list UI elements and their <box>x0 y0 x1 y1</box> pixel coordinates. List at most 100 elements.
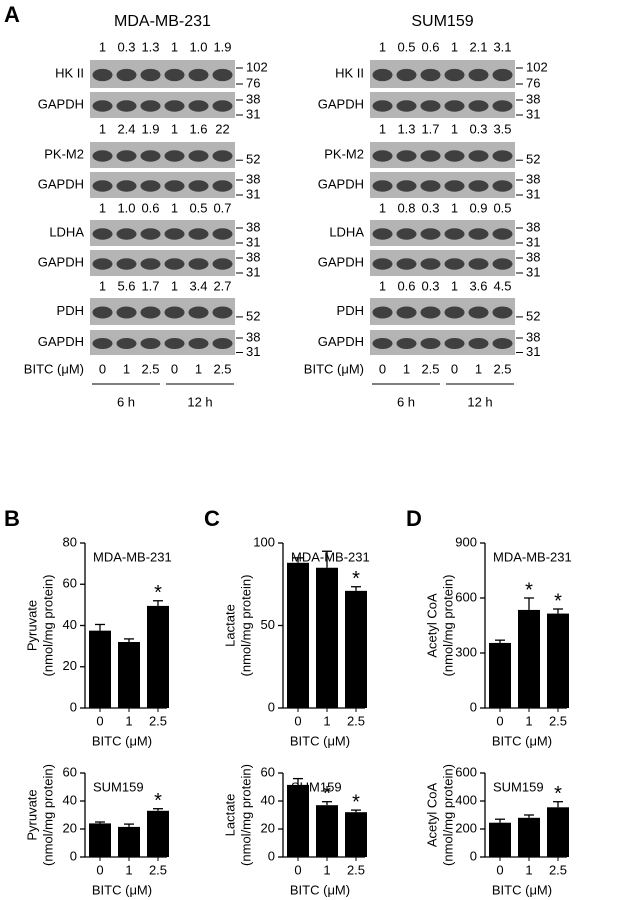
blot-band <box>164 100 185 112</box>
blot-strip <box>370 60 515 88</box>
blot-strip <box>370 298 515 325</box>
significance-mark: * <box>525 579 533 601</box>
blot-band <box>188 180 209 192</box>
blot-group-title: MDA-MB-231 <box>114 13 211 30</box>
protein-label: GAPDH <box>38 254 84 269</box>
blot-band <box>212 338 233 349</box>
blot-band <box>444 338 465 349</box>
marker-label: 76 <box>526 75 540 90</box>
blot-strip <box>90 142 235 168</box>
x-axis-label: BITC (μM) <box>92 882 152 897</box>
blot-group-title: SUM159 <box>411 13 473 30</box>
dose-label: 0 <box>171 361 178 376</box>
blot-band <box>492 100 513 112</box>
x-tick-label: 1 <box>525 862 532 877</box>
x-axis-label: BITC (μM) <box>492 882 552 897</box>
x-tick-label: 2.5 <box>347 713 365 728</box>
y-axis-label: Lactate <box>222 794 237 837</box>
blot-band <box>188 338 209 349</box>
blot-band <box>444 228 465 240</box>
band-ratio: 3.6 <box>469 278 487 293</box>
band-ratio: 0.6 <box>421 39 439 54</box>
band-ratio: 1 <box>171 278 178 293</box>
blot-band <box>468 258 489 270</box>
marker-label: 102 <box>246 59 268 74</box>
blot-band <box>212 258 233 270</box>
blot-strip <box>90 250 235 276</box>
blot-band <box>396 180 417 192</box>
y-tick-label: 0 <box>268 699 275 714</box>
blot-band <box>164 338 185 349</box>
x-tick-label: 0 <box>96 713 103 728</box>
marker-label: 38 <box>246 249 260 264</box>
significance-mark: * <box>154 790 162 812</box>
band-ratio: 1 <box>451 200 458 215</box>
blot-band <box>468 228 489 240</box>
band-ratio: 1.0 <box>117 200 135 215</box>
y-axis-label: Lactate <box>222 604 237 647</box>
blot-strip <box>370 92 515 118</box>
bar <box>89 823 111 857</box>
blot-band <box>212 228 233 240</box>
band-ratio: 0.9 <box>469 200 487 215</box>
blot-band <box>444 258 465 270</box>
band-ratio: 1 <box>379 278 386 293</box>
band-ratio: 1 <box>171 39 178 54</box>
blot-band <box>92 258 113 270</box>
y-tick-label: 40 <box>63 617 77 632</box>
blot-band <box>420 180 441 192</box>
protein-label: GAPDH <box>38 176 84 191</box>
band-ratio: 1 <box>379 121 386 136</box>
band-ratio: 1 <box>99 200 106 215</box>
blot-band <box>140 100 161 112</box>
time-label: 12 h <box>187 394 212 409</box>
band-ratio: 0.3 <box>469 121 487 136</box>
bar <box>518 817 540 857</box>
blot-band <box>212 100 233 112</box>
bar <box>89 630 111 708</box>
marker-label: 38 <box>246 171 260 186</box>
significance-mark: * <box>154 582 162 604</box>
blot-band <box>420 68 441 82</box>
marker-label: 31 <box>246 234 260 249</box>
marker-label: 38 <box>246 219 260 234</box>
x-tick-label: 0 <box>496 713 503 728</box>
band-ratio: 0.3 <box>421 200 439 215</box>
y-tick-label: 60 <box>261 764 275 779</box>
blot-band <box>468 150 489 162</box>
blot-band <box>164 68 185 82</box>
band-ratio: 1.3 <box>141 39 159 54</box>
y-tick-label: 60 <box>63 764 77 779</box>
band-ratio: 0.3 <box>117 39 135 54</box>
band-ratio: 1.7 <box>141 278 159 293</box>
blot-band <box>468 100 489 112</box>
panel-label: B <box>4 506 20 531</box>
y-axis-label: Pyruvate <box>24 789 39 840</box>
blot-band <box>164 150 185 162</box>
band-ratio: 0.7 <box>213 200 231 215</box>
band-ratio: 1.0 <box>189 39 207 54</box>
y-tick-label: 20 <box>63 820 77 835</box>
x-tick-label: 0 <box>294 713 301 728</box>
blot-band <box>372 228 393 240</box>
x-tick-label: 1 <box>323 713 330 728</box>
blot-band <box>492 228 513 240</box>
blot-band <box>492 338 513 349</box>
y-axis-label: Pyruvate <box>24 600 39 651</box>
treatment-label: BITC (μM) <box>24 361 84 376</box>
blot-band <box>492 68 513 82</box>
protein-label: GAPDH <box>38 96 84 111</box>
chart-title: MDA-MB-231 <box>291 549 370 564</box>
blot-band <box>396 68 417 82</box>
band-ratio: 0.5 <box>493 200 511 215</box>
blot-band <box>140 306 161 319</box>
marker-label: 38 <box>526 329 540 344</box>
blot-strip <box>370 330 515 355</box>
x-tick-label: 0 <box>496 862 503 877</box>
blot-band <box>116 228 137 240</box>
chart-title: MDA-MB-231 <box>493 549 572 564</box>
blot-band <box>372 68 393 82</box>
y-axis-label: Acetyl CoA <box>424 593 439 658</box>
x-tick-label: 2.5 <box>549 862 567 877</box>
